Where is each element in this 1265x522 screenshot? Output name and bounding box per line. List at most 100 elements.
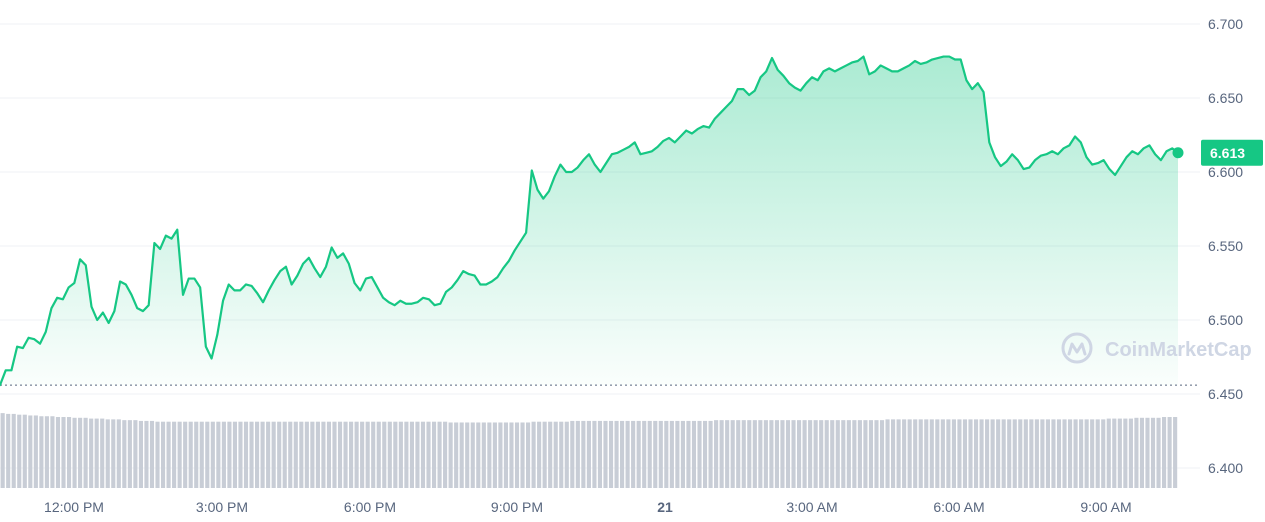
volume-bar [155, 421, 160, 488]
volume-bar [183, 421, 188, 488]
volume-bar [747, 420, 752, 488]
volume-bar [796, 420, 802, 488]
volume-bar [990, 419, 995, 488]
volume-bar [360, 421, 365, 488]
volume-bar [282, 421, 287, 488]
volume-bar [11, 413, 16, 488]
volume-bar [653, 420, 658, 488]
current-price-badge-bg [1201, 139, 1263, 166]
volume-bar [271, 421, 276, 488]
volume-bar [1145, 417, 1150, 488]
volume-bar [443, 421, 448, 488]
volume-bar [420, 421, 426, 488]
volume-bar [1156, 417, 1161, 488]
volume-bar [188, 421, 193, 488]
volume-bar [520, 422, 525, 488]
watermark: CoinMarketCap [1061, 332, 1252, 364]
y-tick-label: 6.600 [1208, 164, 1243, 180]
volume-bar [315, 421, 320, 488]
volume-bar [138, 420, 143, 488]
volume-bar [1056, 419, 1062, 488]
volume-bar [1040, 419, 1045, 488]
volume-bar [172, 421, 177, 488]
volume-bar [1139, 417, 1145, 488]
volume-bar [337, 421, 343, 488]
volume-bar [957, 419, 962, 488]
volume-bar [537, 421, 542, 488]
current-price-dot [1172, 147, 1184, 159]
volume-bar [581, 420, 586, 488]
volume-bar [249, 421, 254, 488]
volume-bar [398, 421, 403, 488]
volume-bar [61, 417, 66, 488]
volume-bar [127, 420, 132, 488]
volume-bar [548, 421, 553, 488]
volume-bar [227, 421, 232, 488]
volume-bar [310, 421, 315, 488]
y-axis: 6.700 6.650 6.600 6.550 6.500 6.450 6.400 [1208, 16, 1243, 476]
volume-bar [326, 421, 332, 488]
volume-bar [680, 420, 685, 488]
volume-bar [736, 420, 741, 488]
volume-bar [1084, 419, 1089, 488]
volume-bar [730, 420, 735, 488]
y-tick-label: 6.500 [1208, 312, 1243, 328]
volume-bar [830, 420, 835, 488]
volume-bar [620, 420, 625, 488]
volume-bar [913, 419, 918, 488]
price-line[interactable] [0, 55, 1180, 387]
volume-bar [22, 414, 27, 488]
volume-bar [725, 420, 730, 488]
volume-bar [929, 419, 934, 488]
volume-bar [891, 419, 896, 488]
volume-bar [487, 422, 492, 488]
volume-bar [841, 420, 846, 488]
volume-bar [1062, 419, 1067, 488]
volume-bar [802, 420, 807, 488]
volume-bar [177, 421, 182, 488]
volume-bar [431, 421, 437, 488]
watermark-text: CoinMarketCap [1105, 339, 1252, 361]
volume-bar [868, 420, 874, 488]
volume-bar [44, 416, 49, 488]
volume-bar [299, 421, 304, 488]
volume-bar [1162, 417, 1167, 488]
volume-bar [382, 421, 387, 488]
volume-bar [1034, 419, 1039, 488]
volume-bar [918, 419, 923, 488]
volume-bar [1023, 419, 1028, 488]
volume-bar [857, 420, 862, 488]
volume-bar [199, 421, 204, 488]
volume-bar [514, 422, 520, 488]
volume-bar [28, 415, 33, 488]
volume-bar [924, 419, 929, 488]
volume-bar [1090, 419, 1095, 488]
volume-bar [1079, 419, 1084, 488]
x-tick-label: 9:00 PM [491, 499, 543, 515]
volume-bar [437, 421, 442, 488]
volume-bar [935, 419, 940, 488]
volume-bar [321, 421, 326, 488]
volume-bar [404, 421, 409, 488]
volume-bar [968, 419, 973, 488]
volume-bar [691, 420, 697, 488]
y-tick-label: 6.400 [1208, 460, 1243, 476]
volume-bar [907, 419, 912, 488]
volume-bar [210, 421, 215, 488]
volume-bar [636, 420, 641, 488]
volume-bar [304, 421, 309, 488]
volume-bar [0, 413, 5, 488]
volume-bar [393, 421, 398, 488]
volume-bar [658, 420, 663, 488]
volume-bar [608, 420, 614, 488]
volume-bar [763, 420, 768, 488]
volume-bar [675, 420, 680, 488]
volume-bar [1018, 419, 1023, 488]
volume-bar [642, 420, 647, 488]
volume-bar [1134, 417, 1139, 488]
volume-bar [962, 419, 968, 488]
current-price-badge: 6.613 [1201, 139, 1263, 166]
volume-bar [769, 420, 774, 488]
volume-bar [714, 420, 719, 488]
